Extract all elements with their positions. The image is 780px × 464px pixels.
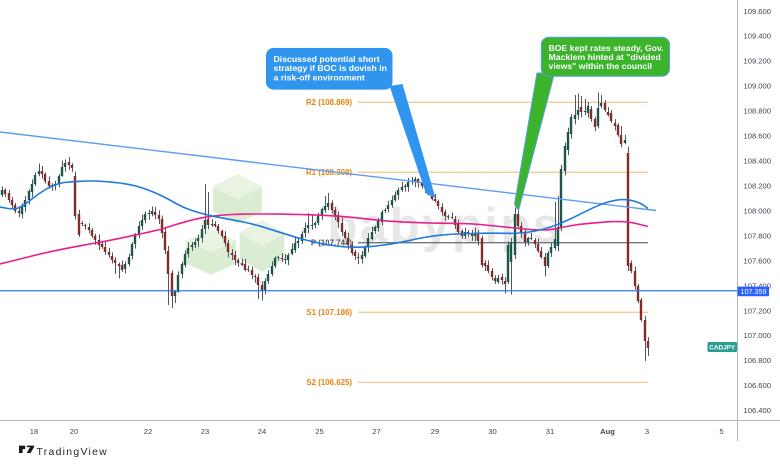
svg-text:107.000: 107.000 <box>744 331 771 340</box>
svg-text:23: 23 <box>201 427 209 436</box>
svg-text:BOE kept rates steady, Gov.: BOE kept rates steady, Gov. <box>549 43 664 53</box>
svg-text:20: 20 <box>70 427 78 436</box>
svg-text:views" within the council: views" within the council <box>549 61 653 71</box>
svg-text:Aug: Aug <box>600 427 615 436</box>
svg-text:P (107.744): P (107.744) <box>311 238 352 247</box>
svg-text:5: 5 <box>719 427 723 436</box>
svg-text:a risk-off environment: a risk-off environment <box>274 72 365 82</box>
svg-text:S1 (107.186): S1 (107.186) <box>306 308 352 317</box>
svg-text:27: 27 <box>372 427 380 436</box>
svg-text:R1 (108.308): R1 (108.308) <box>306 168 352 177</box>
svg-text:R2 (108.869): R2 (108.869) <box>306 98 352 107</box>
svg-text:106.600: 106.600 <box>744 381 771 390</box>
svg-text:30: 30 <box>488 427 496 436</box>
svg-text:106.400: 106.400 <box>744 406 771 415</box>
svg-text:CADJPY: CADJPY <box>709 345 736 352</box>
svg-text:TradingView: TradingView <box>37 447 108 458</box>
svg-text:babypips: babypips <box>327 199 562 253</box>
svg-text:Macklem hinted at "divided: Macklem hinted at "divided <box>549 52 661 62</box>
svg-text:Discussed potential short: Discussed potential short <box>274 54 380 64</box>
svg-text:24: 24 <box>258 427 266 436</box>
svg-text:29: 29 <box>431 427 439 436</box>
svg-text:108.000: 108.000 <box>744 206 771 215</box>
svg-text:109.200: 109.200 <box>744 57 771 66</box>
svg-text:S2 (106.625): S2 (106.625) <box>306 378 352 387</box>
svg-text:18: 18 <box>30 427 38 436</box>
svg-text:107.359: 107.359 <box>741 287 767 296</box>
svg-text:strategy if BOC is dovish in: strategy if BOC is dovish in <box>274 63 387 73</box>
svg-text:109.600: 109.600 <box>744 7 771 16</box>
svg-text:106.800: 106.800 <box>744 356 771 365</box>
svg-text:109.400: 109.400 <box>744 32 771 41</box>
svg-text:25: 25 <box>315 427 323 436</box>
svg-text:107.400: 107.400 <box>744 281 771 290</box>
svg-text:108.200: 108.200 <box>744 182 771 191</box>
svg-text:22: 22 <box>144 427 152 436</box>
svg-text:31: 31 <box>546 427 554 436</box>
svg-text:109.000: 109.000 <box>744 82 771 91</box>
svg-text:3: 3 <box>645 427 649 436</box>
svg-text:107.200: 107.200 <box>744 306 771 315</box>
svg-text:108.800: 108.800 <box>744 107 771 116</box>
svg-text:108.400: 108.400 <box>744 157 771 166</box>
svg-text:107.800: 107.800 <box>744 231 771 240</box>
svg-text:107.600: 107.600 <box>744 256 771 265</box>
svg-text:108.600: 108.600 <box>744 132 771 141</box>
